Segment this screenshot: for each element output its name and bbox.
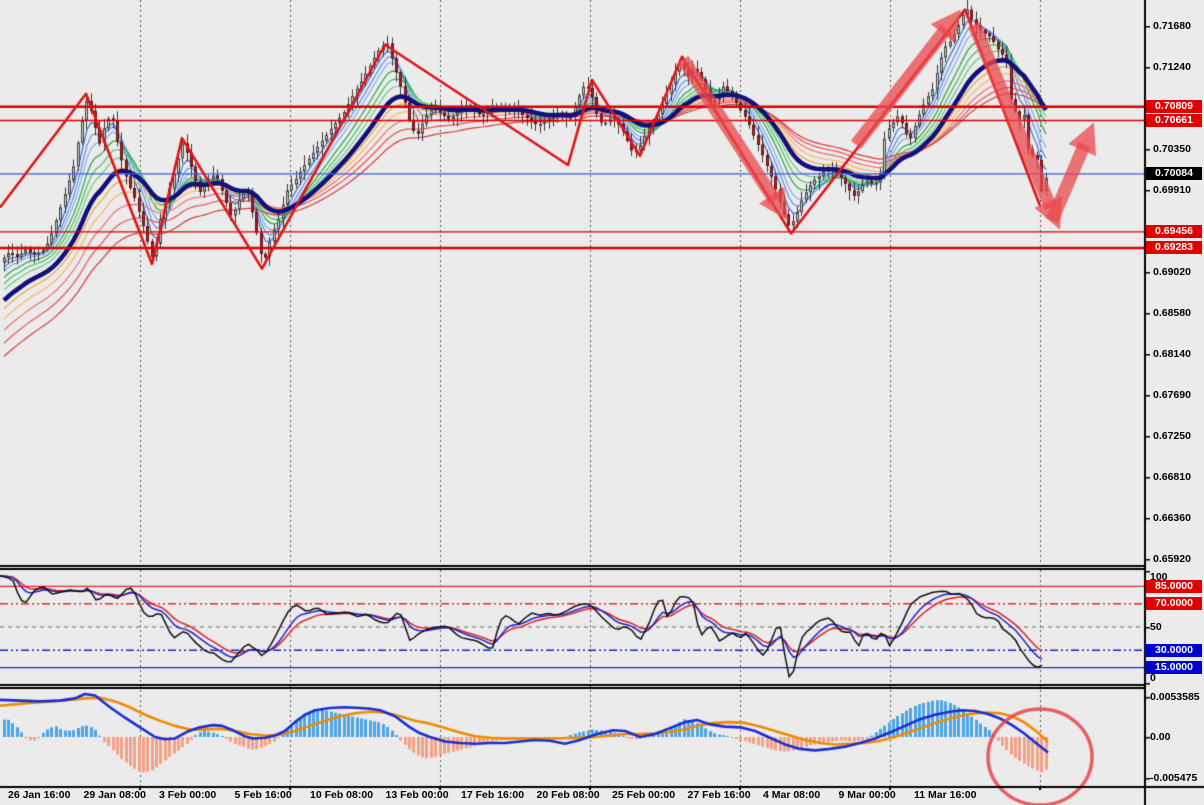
mt4-chart-window: 0.71680 0.71240 0.70350 0.69910 0.69020 0.685… [0,0,1204,805]
chart-canvas[interactable] [0,0,1204,805]
